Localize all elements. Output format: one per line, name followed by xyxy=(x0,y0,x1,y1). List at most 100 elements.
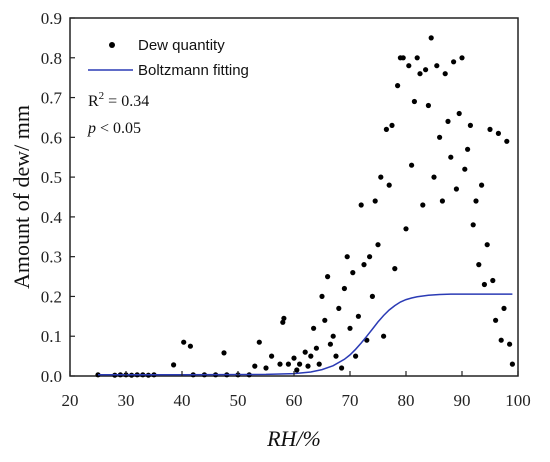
data-point xyxy=(319,293,325,299)
data-point xyxy=(333,353,339,359)
r-squared-annotation: R2 = 0.34 xyxy=(88,90,149,110)
data-point xyxy=(277,361,283,367)
data-point xyxy=(487,126,493,132)
data-point xyxy=(473,198,479,204)
data-point xyxy=(389,122,395,128)
data-point xyxy=(470,222,476,228)
data-point xyxy=(504,138,510,144)
data-point xyxy=(281,315,287,321)
data-point xyxy=(372,198,378,204)
y-tick-label: 0.9 xyxy=(41,9,62,28)
data-point xyxy=(308,353,314,359)
data-point xyxy=(445,118,451,124)
data-point xyxy=(339,365,345,371)
data-point xyxy=(448,154,454,160)
data-point xyxy=(358,202,364,208)
data-point xyxy=(406,63,412,69)
data-point xyxy=(325,274,331,280)
legend: Dew quantity Boltzmann fitting xyxy=(88,37,249,79)
y-tick-label: 0.0 xyxy=(41,367,62,386)
data-point xyxy=(330,333,336,339)
data-point xyxy=(498,337,504,343)
data-point xyxy=(378,174,384,180)
data-point xyxy=(462,166,468,172)
data-point xyxy=(347,325,353,331)
data-point xyxy=(425,102,431,109)
data-point xyxy=(280,319,286,325)
data-point xyxy=(479,182,485,188)
data-point xyxy=(297,361,303,367)
y-tick-label: 0.8 xyxy=(41,49,62,68)
data-point xyxy=(322,317,328,323)
data-point xyxy=(383,126,389,132)
data-point xyxy=(453,186,459,192)
data-point xyxy=(403,226,409,232)
data-point xyxy=(313,345,319,351)
data-point xyxy=(495,130,501,136)
data-point xyxy=(428,35,434,41)
data-point xyxy=(507,341,513,347)
data-point xyxy=(414,55,420,61)
data-point xyxy=(291,355,297,361)
y-tick-label: 0.1 xyxy=(41,327,62,346)
data-point xyxy=(221,350,227,356)
data-point xyxy=(344,254,350,260)
data-point xyxy=(467,122,473,128)
scatter-points xyxy=(95,35,515,378)
data-point xyxy=(439,198,445,204)
data-point xyxy=(367,254,373,260)
x-tick-label: 70 xyxy=(342,391,359,410)
y-tick-label: 0.6 xyxy=(41,128,62,147)
data-point xyxy=(294,367,300,373)
y-axis: 0.0 0.1 0.2 0.3 0.4 0.5 0.6 0.7 0.8 0.9 xyxy=(41,9,75,386)
data-point xyxy=(400,55,406,61)
data-point xyxy=(171,362,177,368)
legend-label-fit: Boltzmann fitting xyxy=(138,62,249,79)
data-point xyxy=(451,59,457,65)
data-point xyxy=(305,363,311,369)
data-point xyxy=(465,146,471,152)
data-point xyxy=(269,353,275,359)
data-point xyxy=(187,343,193,349)
data-point xyxy=(386,182,392,188)
y-tick-label: 0.2 xyxy=(41,287,62,306)
data-point xyxy=(493,317,499,323)
x-axis: 20 30 40 50 60 70 80 90 100 xyxy=(62,371,531,410)
data-point xyxy=(490,277,496,284)
data-point xyxy=(395,83,401,89)
data-point xyxy=(459,55,465,61)
y-tick-label: 0.4 xyxy=(41,208,63,227)
data-point xyxy=(420,202,426,208)
data-point xyxy=(327,341,333,347)
fit-line xyxy=(98,293,513,376)
data-point xyxy=(431,174,437,180)
x-tick-label: 30 xyxy=(118,391,135,410)
data-point xyxy=(353,353,359,359)
data-point xyxy=(411,98,417,105)
y-tick-label: 0.7 xyxy=(41,89,63,108)
y-axis-title: Amount of dew/ mm xyxy=(9,105,34,289)
data-point xyxy=(285,361,291,367)
data-point xyxy=(501,305,507,311)
x-tick-label: 60 xyxy=(286,391,303,410)
data-point xyxy=(476,262,482,268)
p-value-annotation: p < 0.05 xyxy=(87,120,141,137)
x-tick-label: 90 xyxy=(454,391,471,410)
x-tick-label: 80 xyxy=(398,391,415,410)
data-point xyxy=(456,110,462,117)
x-tick-label: 20 xyxy=(62,391,79,410)
data-point xyxy=(509,361,515,367)
data-point xyxy=(369,293,375,299)
data-point xyxy=(336,305,342,311)
data-point xyxy=(409,162,415,168)
data-point xyxy=(341,285,347,292)
data-point xyxy=(181,339,187,345)
y-tick-label: 0.5 xyxy=(41,168,62,187)
legend-label-dew: Dew quantity xyxy=(138,37,225,54)
x-tick-label: 50 xyxy=(230,391,247,410)
data-point xyxy=(423,67,429,73)
data-point xyxy=(481,281,487,288)
data-point xyxy=(263,365,269,371)
x-tick-label: 40 xyxy=(174,391,191,410)
